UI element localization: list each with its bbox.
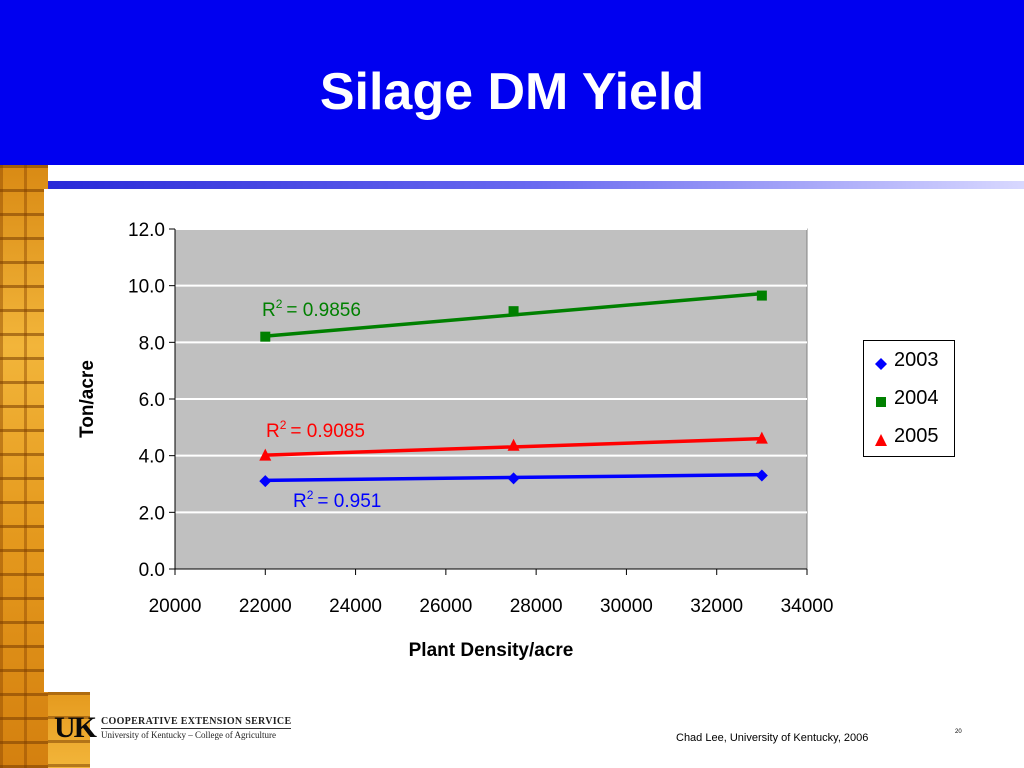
y-axis-label: Ton/acre	[77, 360, 98, 438]
y-tick-label: 0.0	[139, 560, 165, 581]
point-2003	[507, 472, 520, 485]
legend-item-2005: 2005	[874, 425, 939, 448]
point-2004	[756, 290, 767, 301]
slide-title: Silage DM Yield	[319, 63, 705, 121]
x-axis-label: Plant Density/acre	[409, 640, 574, 661]
logo-line2: University of Kentucky – College of Agri…	[101, 729, 276, 740]
x-tick-label: 26000	[419, 596, 472, 617]
logo-text: COOPERATIVE EXTENSION SERVICE University…	[101, 715, 292, 741]
y-tick-label: 10.0	[128, 277, 165, 298]
logo-letters: UK	[54, 711, 97, 744]
x-tick-label: 20000	[149, 596, 202, 617]
uk-logo: UK COOPERATIVE EXTENSION SERVICE Univers…	[54, 711, 292, 744]
x-tick-label: 32000	[690, 596, 743, 617]
point-2005	[755, 431, 768, 444]
title-bar	[0, 0, 1024, 165]
diamond-icon	[874, 354, 888, 370]
r-squared-label-2004: R2 = 0.9856	[262, 297, 361, 321]
x-tick-label: 34000	[781, 596, 834, 617]
legend-label: 2005	[894, 425, 939, 447]
r-squared-label-2003: R2 = 0.951	[293, 488, 381, 512]
x-tick-label: 28000	[510, 596, 563, 617]
x-tick-label: 24000	[329, 596, 382, 617]
legend-item-2004: 2004	[874, 387, 939, 410]
y-tick-label: 6.0	[139, 390, 165, 411]
point-2004	[260, 331, 271, 342]
point-2003	[755, 469, 768, 482]
point-2003	[259, 475, 272, 488]
y-tick-label: 2.0	[139, 503, 165, 524]
y-tick-label: 12.0	[128, 220, 165, 241]
x-tick-label: 30000	[600, 596, 653, 617]
point-2005	[259, 448, 272, 461]
point-2005	[507, 438, 520, 451]
chart-legend: 2003 2004 2005	[863, 340, 955, 457]
legend-item-2003: 2003	[874, 349, 939, 372]
point-2004	[508, 306, 519, 317]
legend-label: 2003	[894, 349, 939, 371]
corn-image-corner	[48, 692, 90, 768]
page-number: 20	[955, 729, 962, 735]
r-squared-label-2005: R2 = 0.9085	[266, 418, 365, 442]
corn-image-strip	[0, 165, 48, 768]
triangle-icon	[874, 430, 888, 446]
x-tick-label: 22000	[239, 596, 292, 617]
y-tick-label: 8.0	[139, 333, 165, 354]
divider-line	[48, 181, 1024, 189]
legend-label: 2004	[894, 387, 939, 409]
credit-text: Chad Lee, University of Kentucky, 2006	[676, 732, 869, 744]
y-tick-label: 4.0	[139, 447, 165, 468]
square-icon	[874, 392, 888, 407]
logo-line1: COOPERATIVE EXTENSION SERVICE	[101, 715, 292, 729]
